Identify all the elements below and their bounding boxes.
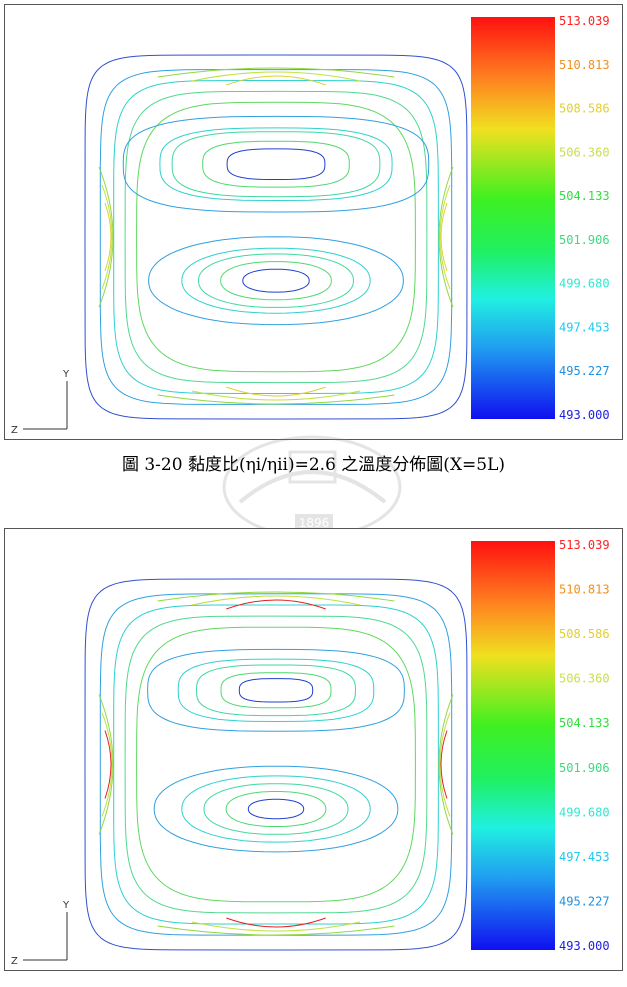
contour-line — [113, 604, 439, 925]
contour-line — [195, 664, 357, 717]
legend-tick-label: 504.133 — [559, 716, 610, 730]
contour-line — [171, 131, 381, 198]
contour-line — [136, 101, 416, 373]
contour-line — [104, 202, 112, 272]
contour-figure-bottom: 513.039 510.813 508.586 506.360 504.133 501.9… — [4, 528, 623, 971]
y-axis-label: Y — [62, 900, 70, 911]
legend-tick-label: 499.680 — [559, 805, 610, 819]
contour-line — [226, 148, 326, 180]
contour-line — [439, 712, 451, 817]
legend-tick-label: 504.133 — [559, 189, 610, 203]
legend-tick-label: 495.227 — [559, 894, 610, 908]
contour-line — [157, 67, 395, 78]
watermark-year: 1896 — [299, 516, 330, 530]
y-axis-label: Y — [62, 369, 70, 380]
contour-line — [440, 202, 448, 272]
contour-line — [113, 79, 439, 395]
contour-line — [136, 626, 416, 903]
contour-line — [439, 184, 451, 290]
legend-tick-label: 508.586 — [559, 627, 610, 641]
contour-plot-top: 513.039 510.813 508.586 506.360 504.133 501.9… — [11, 14, 610, 436]
contour-line — [177, 658, 375, 723]
legend-tick-label: 493.000 — [559, 939, 610, 953]
contour-line — [84, 578, 468, 951]
contour-line — [202, 140, 350, 188]
legend-tick-label: 497.453 — [559, 850, 610, 864]
contour-line — [84, 54, 468, 420]
contour-line — [438, 694, 454, 835]
color-bar — [471, 541, 555, 950]
contour-line — [191, 390, 361, 401]
contour-line — [157, 394, 395, 405]
contour-line — [238, 678, 314, 703]
contour-line — [101, 184, 113, 290]
contour-line — [157, 925, 395, 936]
contour-line — [220, 261, 332, 301]
legend-tick-label: 501.906 — [559, 761, 610, 775]
contour-line — [203, 783, 349, 835]
contour-line — [191, 595, 361, 606]
contour-line — [104, 730, 112, 799]
legend-tick-label: 501.906 — [559, 233, 610, 247]
legend-tick-label: 508.586 — [559, 102, 610, 116]
contour-line — [153, 765, 399, 853]
contour-line — [124, 615, 428, 914]
contour-line — [99, 593, 453, 936]
university-seal-watermark: 1896 — [222, 435, 402, 539]
contour-line — [191, 921, 361, 932]
figure-caption: 圖 3-20 黏度比(ηi/ηii)=2.6 之溫度分佈圖(X=5L) — [121, 455, 506, 475]
contour-line — [148, 236, 404, 326]
contour-line — [225, 791, 327, 827]
contour-line — [226, 599, 326, 610]
contour-line — [440, 730, 448, 799]
legend-tick-label: 510.813 — [559, 583, 610, 597]
contour-line — [242, 268, 310, 293]
contour-line — [220, 672, 332, 709]
legend-tick-label: 506.360 — [559, 672, 610, 686]
color-bar — [471, 17, 555, 419]
legend-tick-label: 513.039 — [559, 14, 610, 28]
z-axis-label: Z — [11, 425, 18, 436]
legend-tick-label: 506.360 — [559, 145, 610, 159]
contour-line — [101, 712, 113, 817]
contour-line — [226, 917, 326, 928]
contour-plot-bottom: 513.039 510.813 508.586 506.360 504.133 501.9… — [11, 538, 610, 967]
contour-line — [197, 253, 355, 308]
legend-tick-label: 499.680 — [559, 277, 610, 291]
contour-line — [99, 69, 453, 405]
contour-line — [226, 75, 326, 86]
z-axis-label: Z — [11, 956, 18, 967]
contour-line — [181, 247, 371, 314]
contour-line — [181, 775, 371, 843]
legend-tick-label: 510.813 — [559, 58, 610, 72]
contour-line — [124, 90, 428, 384]
legend-tick-label: 497.453 — [559, 320, 610, 334]
contour-figure-top: 513.039 510.813 508.586 506.360 504.133 501.9… — [4, 4, 623, 440]
legend-tick-label: 513.039 — [559, 538, 610, 552]
contour-line — [157, 591, 395, 602]
contour-line — [191, 71, 361, 82]
contour-line — [147, 648, 405, 732]
legend-tick-label: 495.227 — [559, 364, 610, 378]
legend-tick-label: 493.000 — [559, 408, 610, 422]
contour-line — [98, 694, 114, 835]
contour-line — [122, 115, 430, 213]
contour-line — [438, 166, 454, 308]
contour-line — [98, 166, 114, 308]
contour-line — [159, 127, 393, 202]
contour-line — [247, 798, 305, 820]
contour-line — [226, 386, 326, 397]
